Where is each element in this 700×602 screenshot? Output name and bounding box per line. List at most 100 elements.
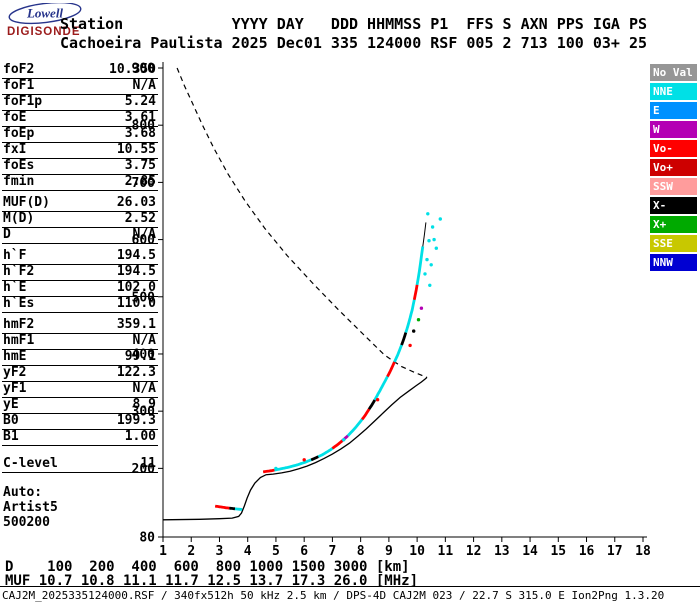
param-row-fof2: foF2 10.350 bbox=[2, 63, 158, 79]
param-row-he: h`E 102.0 bbox=[2, 281, 158, 297]
x-tick-label: 8 bbox=[357, 544, 365, 559]
param-label: M(D) bbox=[3, 211, 35, 226]
param-value: 3.75 bbox=[124, 158, 156, 173]
param-value: 102.0 bbox=[116, 280, 156, 295]
legend-item-nne: NNE bbox=[650, 83, 697, 100]
param-row-ye: yE 8.9 bbox=[2, 398, 158, 414]
f-trace-echoes bbox=[263, 468, 275, 474]
param-value: 10.55 bbox=[116, 142, 156, 157]
echo-dot bbox=[416, 318, 421, 322]
param-row-d: D N/A bbox=[2, 228, 158, 244]
param-row-foes: foEs 3.75 bbox=[2, 159, 158, 175]
param-row-hf2: h`F2 194.5 bbox=[2, 265, 158, 281]
echo-dot bbox=[375, 398, 380, 402]
lowell-digisonde-logo: Lowell DIGISONDE bbox=[5, 1, 91, 45]
f-trace-echoes bbox=[373, 375, 389, 401]
param-label: yF1 bbox=[3, 381, 27, 396]
autoscaling-info-line: 500200 bbox=[3, 515, 50, 530]
echo-dot bbox=[419, 306, 424, 310]
es-trace-echoes bbox=[229, 506, 236, 511]
echo-dot bbox=[438, 217, 442, 221]
f-trace-echoes bbox=[412, 284, 419, 300]
param-row-fxi: fxI 10.55 bbox=[2, 143, 158, 159]
logo-lowell-text: Lowell bbox=[26, 6, 63, 21]
param-label: foF1p bbox=[3, 94, 43, 109]
y-tick-label: 200 bbox=[132, 462, 156, 477]
param-label: foF2 bbox=[3, 62, 35, 77]
x-tick-label: 9 bbox=[385, 544, 393, 559]
param-group: C-level 11 bbox=[2, 457, 158, 473]
legend-item-vo-: Vo- bbox=[650, 140, 697, 157]
autoscaling-info-line: Auto: bbox=[3, 485, 43, 500]
f-trace-echoes bbox=[274, 458, 312, 472]
param-label: fxI bbox=[3, 142, 27, 157]
param-group: foF2 10.350 foF1 N/A foF1p 5.24 foE 3.61 foEp 3.6… bbox=[2, 63, 158, 191]
param-value: N/A bbox=[132, 381, 156, 396]
legend-item-w: W bbox=[650, 121, 697, 138]
x-tick-label: 5 bbox=[272, 544, 280, 559]
legend-item-ssw: SSW bbox=[650, 178, 697, 195]
legend-item-noval: No Val bbox=[650, 64, 697, 81]
param-row-clevel: C-level 11 bbox=[2, 457, 158, 473]
param-value: N/A bbox=[132, 78, 156, 93]
param-value: 122.3 bbox=[116, 365, 156, 380]
autoscaling-info-line: Artist5 bbox=[3, 500, 58, 515]
echo-dot bbox=[434, 246, 438, 250]
param-row-yf2: yF2 122.3 bbox=[2, 366, 158, 382]
param-label: h`F bbox=[3, 248, 27, 263]
f-trace-echoes bbox=[404, 299, 416, 333]
param-row-foep: foEp 3.68 bbox=[2, 127, 158, 143]
f-trace-echoes bbox=[331, 439, 344, 450]
param-row-foe: foE 3.61 bbox=[2, 111, 158, 127]
echo-dot bbox=[412, 329, 416, 333]
param-value: 194.5 bbox=[116, 264, 156, 279]
echo-dot bbox=[423, 272, 427, 276]
param-value: 3.61 bbox=[124, 110, 156, 125]
y-tick-label: 600 bbox=[132, 233, 156, 248]
param-value: 1.00 bbox=[124, 429, 156, 444]
bottomside-profile bbox=[162, 376, 428, 521]
param-group: h`F 194.5 h`F2 194.5 h`E 102.0 h`Es 110.0 bbox=[2, 249, 158, 313]
echo-dot bbox=[426, 212, 430, 216]
f-trace-echoes bbox=[317, 447, 334, 458]
y-tick-label: 80 bbox=[139, 531, 155, 546]
param-label: h`E bbox=[3, 280, 27, 295]
param-label: B1 bbox=[3, 429, 19, 444]
x-tick-label: 17 bbox=[607, 544, 623, 559]
param-label: hmE bbox=[3, 349, 27, 364]
x-tick-label: 4 bbox=[244, 544, 252, 559]
y-tick-label: 900 bbox=[132, 62, 156, 77]
param-row-md: M(D) 2.52 bbox=[2, 212, 158, 228]
logo-digisonde-text: DIGISONDE bbox=[7, 26, 81, 38]
legend-item-vo+: Vo+ bbox=[650, 159, 697, 176]
param-value: 5.24 bbox=[124, 94, 156, 109]
echo-dot bbox=[429, 263, 433, 267]
legend-item-sse: SSE bbox=[650, 235, 697, 252]
param-row-hmf2: hmF2 359.1 bbox=[2, 318, 158, 334]
x-tick-label: 10 bbox=[409, 544, 425, 559]
legend-item-e: E bbox=[650, 102, 697, 119]
param-value: 26.03 bbox=[116, 195, 156, 210]
header-station-values: Cachoeira Paulista 2025 Dec01 335 124000… bbox=[60, 34, 647, 52]
param-value: 2.85 bbox=[124, 174, 156, 189]
param-label: fmin bbox=[3, 174, 35, 189]
x-tick-label: 3 bbox=[216, 544, 224, 559]
f-trace-echoes bbox=[386, 361, 396, 378]
footer-divider bbox=[0, 586, 700, 587]
param-label: hmF2 bbox=[3, 317, 35, 332]
x-tick-label: 11 bbox=[438, 544, 454, 559]
param-label: foE bbox=[3, 110, 27, 125]
param-value: N/A bbox=[132, 333, 156, 348]
x-tick-label: 14 bbox=[522, 544, 538, 559]
echo-dot bbox=[432, 237, 436, 242]
es-trace-echoes bbox=[214, 504, 230, 510]
y-tick-label: 500 bbox=[132, 290, 156, 305]
param-row-mufd: MUF(D) 26.03 bbox=[2, 196, 158, 212]
x-tick-label: 1 bbox=[159, 544, 167, 559]
f-trace-echoes bbox=[393, 344, 403, 363]
x-tick-label: 2 bbox=[187, 544, 195, 559]
param-group: MUF(D) 26.03 M(D) 2.52 D N/A bbox=[2, 196, 158, 244]
parameter-panel: foF2 10.350 foF1 N/A foF1p 5.24 foE 3.61 foEp 3.6… bbox=[2, 63, 158, 530]
autoscaling-info-block: Auto: Artist5 500200 bbox=[2, 485, 158, 530]
